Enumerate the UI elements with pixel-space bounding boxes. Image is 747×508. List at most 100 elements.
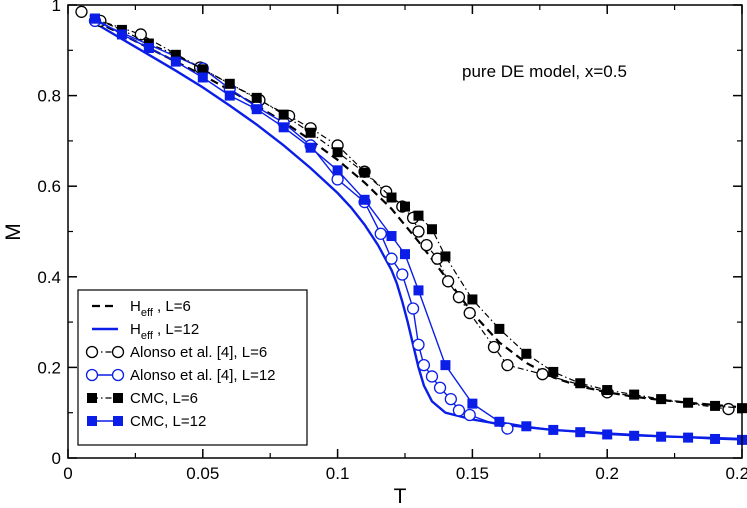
data-point-circle bbox=[75, 5, 88, 18]
legend-swatch-marker bbox=[87, 416, 97, 426]
data-point-square bbox=[494, 416, 505, 427]
data-point-square bbox=[602, 385, 613, 396]
y-tick-label: 0.4 bbox=[37, 268, 61, 287]
y-tick-label: 0 bbox=[52, 449, 61, 468]
data-point-circle bbox=[444, 392, 457, 406]
data-point-circle bbox=[452, 404, 466, 417]
data-point-square bbox=[710, 400, 721, 411]
data-point-square bbox=[332, 165, 343, 176]
data-point-square bbox=[440, 360, 451, 371]
data-point-square bbox=[278, 122, 289, 133]
series-2 bbox=[94, 22, 743, 441]
data-point-square bbox=[359, 167, 370, 178]
data-point-circle bbox=[331, 173, 344, 186]
data-point-square bbox=[575, 427, 586, 438]
data-point-square bbox=[305, 142, 316, 153]
data-point-square bbox=[656, 431, 667, 442]
data-point-square bbox=[548, 366, 559, 377]
data-point-square bbox=[548, 424, 559, 435]
data-point-square bbox=[386, 192, 397, 203]
y-tick-label: 0.2 bbox=[37, 358, 61, 377]
legend-swatch-marker bbox=[113, 416, 123, 426]
data-point-square bbox=[710, 433, 721, 444]
legend-entry: CMC, L=12 bbox=[87, 413, 206, 430]
data-point-square bbox=[386, 231, 397, 242]
series-3 bbox=[75, 5, 735, 416]
data-point-square bbox=[413, 210, 424, 221]
model-annotation: pure DE model, x=0.5 bbox=[462, 62, 627, 81]
data-point-square bbox=[224, 90, 235, 101]
data-point-square bbox=[521, 348, 532, 359]
legend-entry: Alonso et al. [4], L=6 bbox=[85, 344, 267, 361]
legend-swatch-marker bbox=[85, 368, 99, 382]
data-point-circle bbox=[722, 402, 735, 416]
legend-label: CMC, L=12 bbox=[130, 413, 206, 430]
data-point-circle bbox=[487, 340, 501, 354]
x-tick-label: 0.2 bbox=[595, 464, 619, 483]
series-5 bbox=[89, 13, 747, 414]
data-point-square bbox=[629, 430, 640, 441]
x-axis-title: T bbox=[394, 485, 407, 508]
data-point-circle bbox=[425, 370, 439, 383]
data-point-circle bbox=[463, 306, 476, 320]
x-tick-label: 0.15 bbox=[456, 464, 489, 483]
data-point-circle bbox=[374, 227, 387, 240]
legend-swatch-marker bbox=[111, 345, 125, 359]
data-point-circle bbox=[396, 268, 409, 281]
data-point-circle bbox=[463, 408, 476, 422]
legend-swatch-marker bbox=[113, 393, 123, 403]
legend-entry: Alonso et al. [4], L=12 bbox=[85, 367, 276, 384]
legend-label: Alonso et al. [4], L=12 bbox=[130, 367, 276, 384]
data-point-circle bbox=[452, 291, 466, 304]
x-tick-label: 0 bbox=[63, 464, 72, 483]
x-tick-label: 0.05 bbox=[186, 464, 219, 483]
data-point-square bbox=[683, 432, 694, 443]
data-point-square bbox=[170, 56, 181, 67]
legend-swatch-marker bbox=[87, 393, 97, 403]
data-point-square bbox=[467, 294, 478, 305]
legend-swatch-marker bbox=[85, 345, 99, 359]
data-point-square bbox=[426, 224, 437, 235]
data-point-square bbox=[629, 389, 640, 400]
y-axis-title: M bbox=[2, 223, 25, 241]
series-6 bbox=[89, 13, 747, 445]
data-point-square bbox=[359, 194, 370, 205]
data-point-square bbox=[521, 421, 532, 432]
x-tick-label: 0.25 bbox=[725, 464, 747, 483]
data-point-square bbox=[400, 201, 410, 212]
data-point-circle bbox=[441, 275, 455, 288]
data-point-square bbox=[278, 109, 289, 120]
legend-label: CMC, L=6 bbox=[130, 390, 198, 407]
y-tick-label: 0.8 bbox=[37, 87, 61, 106]
data-point-circle bbox=[417, 358, 431, 372]
data-point-square bbox=[116, 29, 127, 40]
y-tick-label: 0.6 bbox=[37, 177, 61, 196]
data-point-square bbox=[224, 78, 235, 89]
data-point-circle bbox=[420, 238, 433, 252]
data-point-circle bbox=[412, 225, 425, 238]
legend-entry: CMC, L=6 bbox=[87, 390, 198, 407]
data-point-square bbox=[575, 378, 586, 389]
plot-area bbox=[75, 5, 747, 445]
data-point-square bbox=[197, 72, 208, 83]
data-point-square bbox=[467, 398, 478, 409]
data-point-square bbox=[413, 285, 424, 296]
data-point-circle bbox=[134, 28, 147, 41]
data-point-square bbox=[656, 394, 667, 405]
data-point-square bbox=[251, 92, 262, 103]
axis-ticks: 0 0.05 0.1 0.15 0.2 0.25 0 0.2 0.4 0.6 0.8 1 bbox=[37, 0, 747, 483]
data-point-square bbox=[440, 251, 451, 262]
data-point-circle bbox=[412, 338, 425, 351]
data-point-square bbox=[332, 147, 343, 158]
data-point-circle bbox=[406, 302, 420, 315]
x-tick-label: 0.1 bbox=[326, 464, 350, 483]
data-point-square bbox=[400, 249, 410, 260]
legend-label: Alonso et al. [4], L=6 bbox=[130, 344, 267, 361]
data-point-square bbox=[197, 64, 208, 75]
y-tick-label: 1 bbox=[52, 0, 61, 15]
data-point-square bbox=[602, 429, 613, 440]
data-point-circle bbox=[433, 381, 447, 394]
data-point-square bbox=[251, 104, 262, 115]
